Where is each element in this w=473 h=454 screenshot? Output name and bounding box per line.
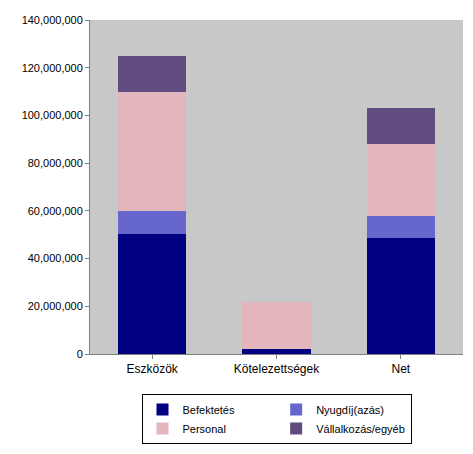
svg-text:20,000,000: 20,000,000 (28, 300, 83, 312)
svg-text:Kötelezettségek: Kötelezettségek (234, 362, 320, 376)
svg-text:Befektetés: Befektetés (183, 404, 235, 416)
svg-text:Net: Net (391, 362, 410, 376)
svg-text:0: 0 (77, 348, 83, 360)
svg-text:Nyugdíj(azás): Nyugdíj(azás) (316, 404, 384, 416)
svg-text:60,000,000: 60,000,000 (28, 205, 83, 217)
svg-text:80,000,000: 80,000,000 (28, 157, 83, 169)
svg-text:Vállalkozás/egyéb: Vállalkozás/egyéb (316, 423, 405, 435)
svg-text:40,000,000: 40,000,000 (28, 252, 83, 264)
svg-text:100,000,000: 100,000,000 (22, 109, 83, 121)
svg-text:Personal: Personal (183, 423, 226, 435)
svg-text:Eszközök: Eszközök (126, 362, 178, 376)
svg-text:120,000,000: 120,000,000 (22, 62, 83, 74)
svg-text:140,000,000: 140,000,000 (22, 14, 83, 26)
